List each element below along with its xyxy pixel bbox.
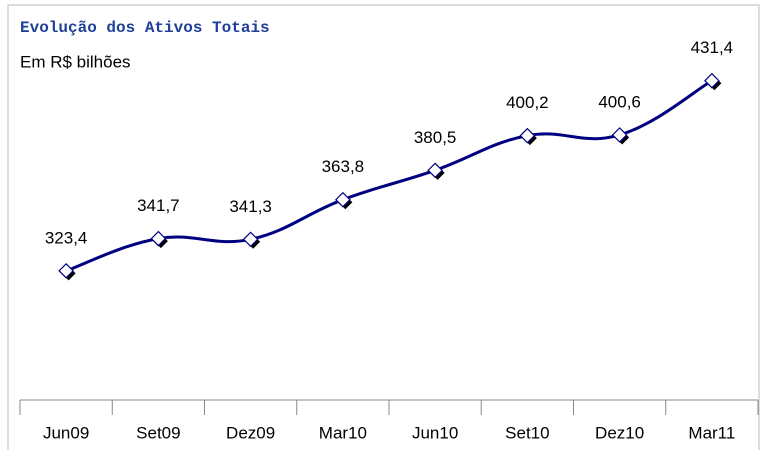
data-label: 400,6: [598, 92, 641, 111]
marker: [519, 127, 536, 144]
marker: [704, 72, 720, 89]
chart-title: Evolução dos Ativos Totais: [20, 19, 270, 37]
x-tick-label: Mar10: [319, 423, 367, 442]
data-label: 341,3: [229, 197, 272, 216]
marker: [58, 262, 74, 279]
data-label: 431,4: [691, 38, 734, 57]
series-line: [65, 79, 713, 273]
marker: [335, 191, 351, 208]
chart-subtitle: Em R$ bilhões: [20, 52, 131, 71]
x-tick-label: Set10: [505, 423, 549, 442]
data-label: 380,5: [414, 128, 457, 147]
data-label: 341,7: [137, 196, 180, 215]
data-label: 323,4: [45, 228, 88, 247]
marker: [611, 127, 628, 143]
x-tick-label: Set09: [136, 423, 180, 442]
x-tick-label: Dez09: [226, 423, 275, 442]
x-tick-label: Jun10: [412, 423, 458, 442]
data-label: 400,2: [506, 93, 549, 112]
marker: [150, 230, 167, 247]
x-tick-label: Jun09: [43, 423, 89, 442]
marker: [427, 162, 443, 179]
data-label: 363,8: [322, 157, 365, 176]
chart-frame: [7, 4, 760, 450]
x-tick-label: Mar11: [688, 423, 735, 442]
x-tick-label: Dez10: [595, 423, 644, 442]
marker: [242, 231, 259, 248]
